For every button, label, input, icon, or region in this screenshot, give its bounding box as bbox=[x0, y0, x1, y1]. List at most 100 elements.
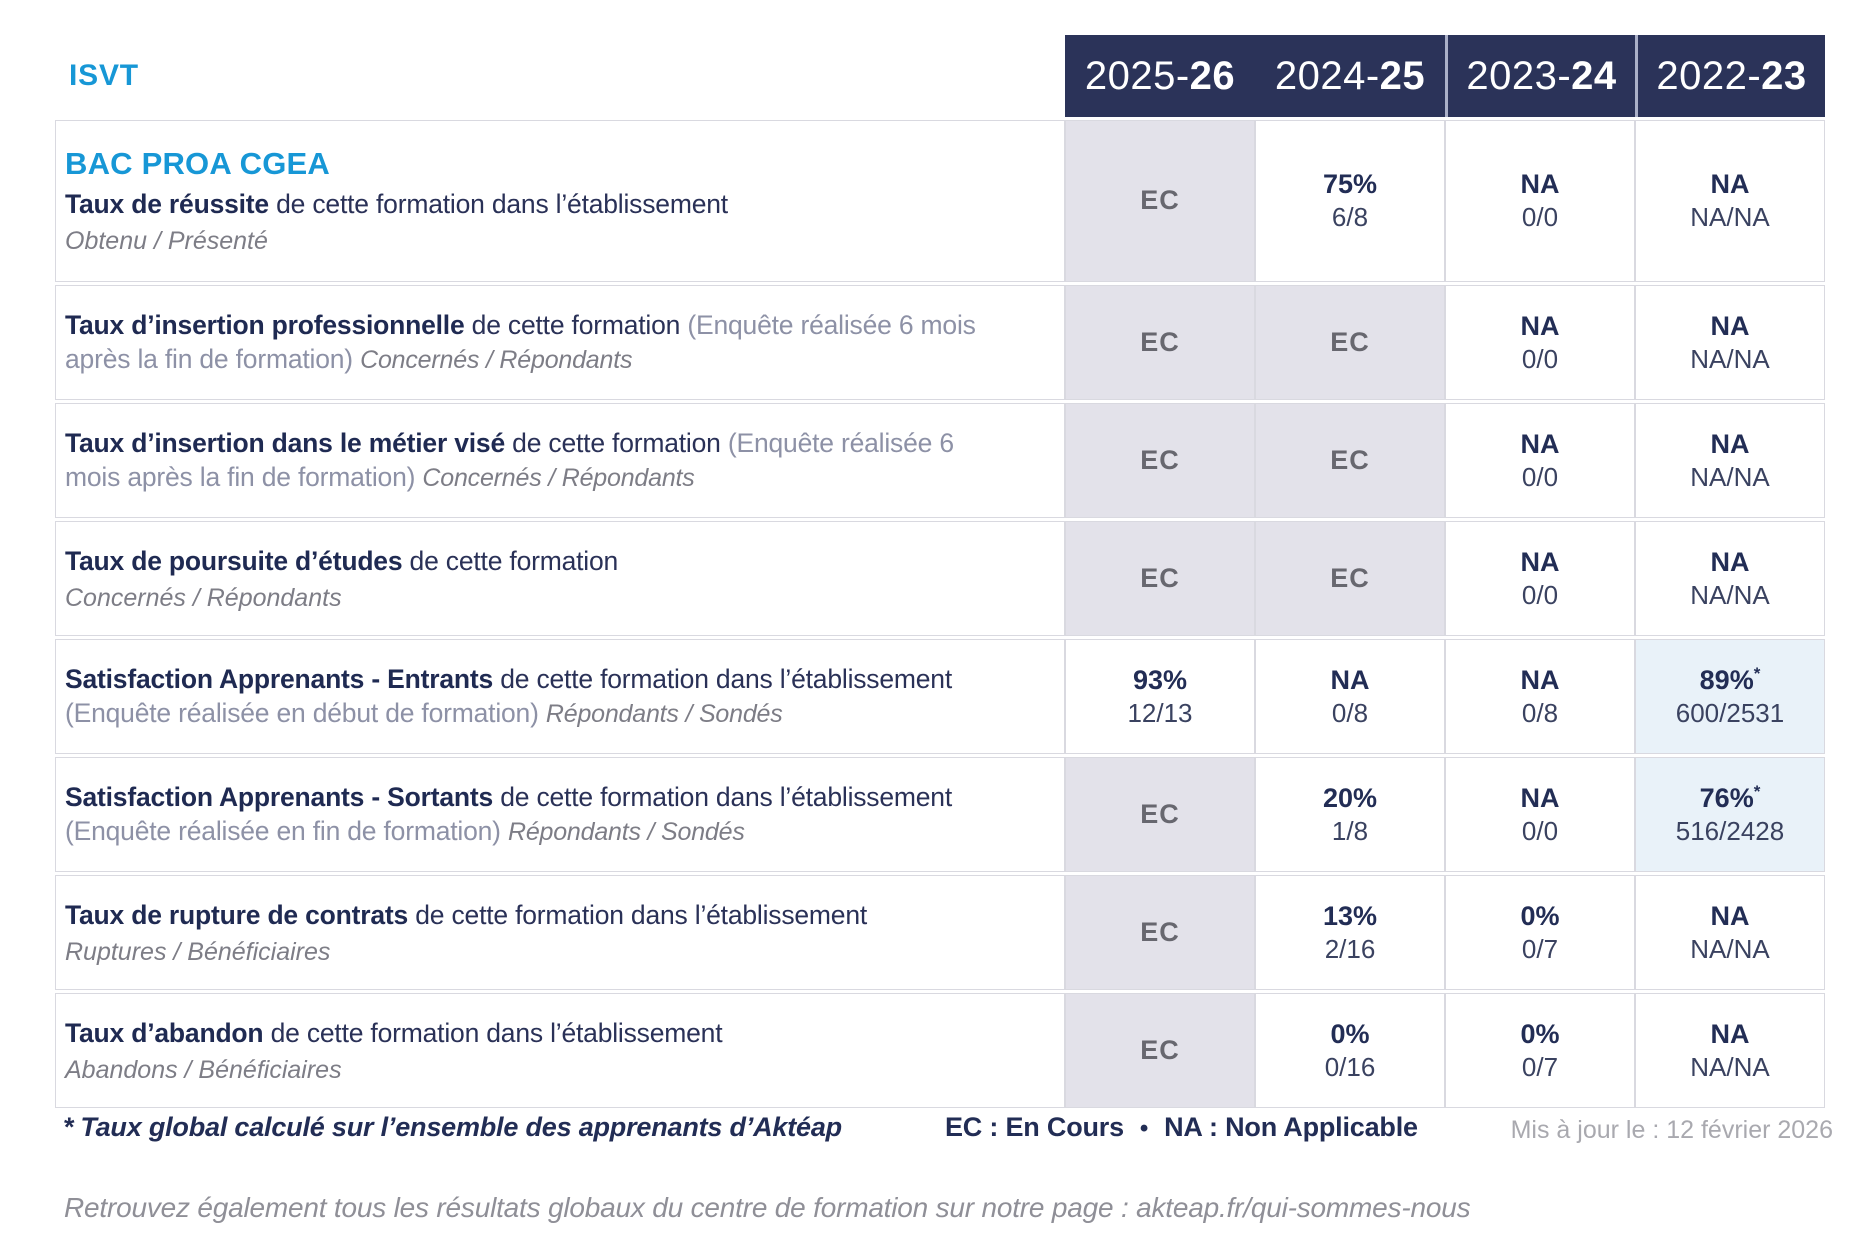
value-ratio: 0/8 bbox=[1521, 697, 1559, 728]
value-ratio: 0/8 bbox=[1331, 697, 1369, 728]
indicator-title: Satisfaction Apprenants - Sortants bbox=[65, 782, 494, 813]
value-ratio: 0/0 bbox=[1521, 815, 1559, 846]
results-table: ISVT 2025- 26 2024- 25 2023- 24 2022- 23 BAC PROA… bbox=[55, 35, 1825, 1108]
value-main: NA bbox=[1520, 546, 1560, 578]
value-ratio: 516/2428 bbox=[1675, 815, 1785, 846]
value-number: EC bbox=[1140, 444, 1180, 475]
value-number: NA bbox=[1520, 428, 1560, 459]
indicator-desc: de cette formation bbox=[402, 546, 619, 577]
value-cell: 0% 0/7 bbox=[1445, 875, 1635, 990]
value-number: 13% bbox=[1322, 900, 1378, 931]
row-label-cell: BAC PROA CGEA Taux de réussite de cette f… bbox=[55, 120, 1065, 282]
survey-note: (Enquête réalisée en début de formation) bbox=[65, 698, 546, 729]
value-number: EC bbox=[1140, 798, 1180, 829]
year-column-header: 2025- 26 bbox=[1065, 35, 1255, 117]
value-cell: NA NA/NA bbox=[1635, 993, 1825, 1108]
value-ratio: NA/NA bbox=[1690, 461, 1770, 492]
value-main: 0% bbox=[1520, 1019, 1559, 1050]
indicator-title: Satisfaction Apprenants - Entrants bbox=[65, 664, 494, 695]
value-number: NA bbox=[1710, 546, 1750, 577]
table-corner-cell: ISVT bbox=[55, 35, 1065, 117]
value-number: 76% bbox=[1699, 782, 1754, 813]
value-number: NA bbox=[1330, 664, 1370, 695]
year-prefix: 2022- bbox=[1656, 53, 1762, 98]
value-number: NA bbox=[1520, 782, 1560, 813]
value-ratio: NA/NA bbox=[1690, 343, 1770, 374]
value-cell: EC bbox=[1065, 403, 1255, 518]
value-cell: 20% 1/8 bbox=[1255, 757, 1445, 872]
value-main: NA bbox=[1710, 428, 1750, 460]
value-number: EC bbox=[1140, 916, 1180, 947]
value-cell: NA 0/8 bbox=[1445, 639, 1635, 754]
value-main: NA bbox=[1520, 428, 1560, 460]
value-main: EC bbox=[1140, 1035, 1180, 1066]
row-label-text: Taux d’abandon de cette formation dans l… bbox=[65, 1016, 1014, 1050]
value-number: NA bbox=[1520, 169, 1560, 200]
indicator-title: Taux d’abandon bbox=[65, 1018, 264, 1049]
value-number: NA bbox=[1710, 428, 1750, 459]
value-cell: NA 0/0 bbox=[1445, 757, 1635, 872]
value-ratio: 0/0 bbox=[1521, 579, 1559, 610]
value-cell: 89%* 600/2531 bbox=[1635, 639, 1825, 754]
value-ratio: 0/7 bbox=[1521, 933, 1559, 964]
value-ratio: 1/8 bbox=[1331, 815, 1369, 846]
indicator-title: Taux d’insertion professionnelle bbox=[65, 310, 465, 341]
value-main: EC bbox=[1330, 445, 1370, 476]
value-number: NA bbox=[1520, 310, 1560, 341]
value-number: NA bbox=[1710, 900, 1750, 931]
value-cell: 75% 6/8 bbox=[1255, 120, 1445, 282]
row-label-text: Satisfaction Apprenants - Entrants de ce… bbox=[65, 662, 1014, 731]
row-label-cell: Taux d’abandon de cette formation dans l… bbox=[55, 993, 1065, 1108]
value-cell: NA 0/0 bbox=[1445, 285, 1635, 400]
footnote-global-rate: * Taux global calculé sur l’ensemble des … bbox=[64, 1112, 842, 1143]
year-column-header: 2023- 24 bbox=[1445, 35, 1635, 117]
value-number: 93% bbox=[1132, 664, 1188, 695]
indicator-desc: de cette formation dans l’établissement bbox=[268, 189, 728, 220]
year-prefix: 2024- bbox=[1274, 53, 1380, 98]
value-cell: NA NA/NA bbox=[1635, 285, 1825, 400]
value-number: NA bbox=[1520, 664, 1560, 695]
value-cell: NA NA/NA bbox=[1635, 521, 1825, 636]
value-ratio: 600/2531 bbox=[1675, 697, 1785, 728]
row-label-text: Satisfaction Apprenants - Sortants de ce… bbox=[65, 780, 1014, 849]
value-number: 75% bbox=[1322, 169, 1378, 200]
ratio-label: Abandons / Bénéficiaires bbox=[65, 1055, 342, 1084]
value-number: EC bbox=[1330, 326, 1370, 357]
row-label-text: Taux de rupture de contrats de cette for… bbox=[65, 898, 1014, 932]
legend-ec: EC : En Cours bbox=[945, 1112, 1124, 1142]
value-cell: NA NA/NA bbox=[1635, 120, 1825, 282]
ratio-label: Répondants / Sondés bbox=[545, 700, 783, 729]
last-updated-date: Mis à jour le : 12 février 2026 bbox=[1510, 1116, 1833, 1144]
ratio-label: Concernés / Répondants bbox=[65, 583, 342, 612]
indicator-title: Taux de réussite bbox=[65, 189, 269, 220]
value-number: 0% bbox=[1520, 900, 1560, 931]
value-cell: 76%* 516/2428 bbox=[1635, 757, 1825, 872]
value-ratio: 0/16 bbox=[1324, 1051, 1376, 1082]
program-title: BAC PROA CGEA bbox=[65, 146, 330, 182]
value-main: EC bbox=[1140, 563, 1180, 594]
value-main: NA bbox=[1521, 170, 1560, 200]
year-bold-part: 25 bbox=[1379, 53, 1426, 98]
value-ratio: NA/NA bbox=[1690, 933, 1770, 964]
row-label-cell: Taux d’insertion professionnelle de cett… bbox=[55, 285, 1065, 400]
value-cell: EC bbox=[1255, 285, 1445, 400]
value-number: EC bbox=[1140, 326, 1180, 357]
value-cell: EC bbox=[1255, 403, 1445, 518]
value-main: NA bbox=[1710, 310, 1750, 342]
value-main: 93% bbox=[1132, 664, 1188, 696]
value-ratio: 0/0 bbox=[1521, 202, 1559, 233]
value-number: NA bbox=[1710, 310, 1750, 341]
value-number: 0% bbox=[1330, 1018, 1370, 1049]
row-label-text: Taux d’insertion dans le métier visé de … bbox=[65, 426, 1014, 495]
value-cell: EC bbox=[1065, 993, 1255, 1108]
value-ratio: NA/NA bbox=[1690, 202, 1770, 233]
value-main: EC bbox=[1140, 185, 1180, 216]
indicator-title: Taux d’insertion dans le métier visé bbox=[65, 428, 506, 459]
value-cell: NA 0/0 bbox=[1445, 120, 1635, 282]
value-number: NA bbox=[1520, 546, 1560, 577]
indicator-title: Taux de poursuite d’études bbox=[65, 546, 403, 577]
row-label-cell: Taux de poursuite d’études de cette form… bbox=[55, 521, 1065, 636]
asterisk-mark: * bbox=[64, 1112, 75, 1142]
value-main: 76%* bbox=[1699, 782, 1761, 814]
